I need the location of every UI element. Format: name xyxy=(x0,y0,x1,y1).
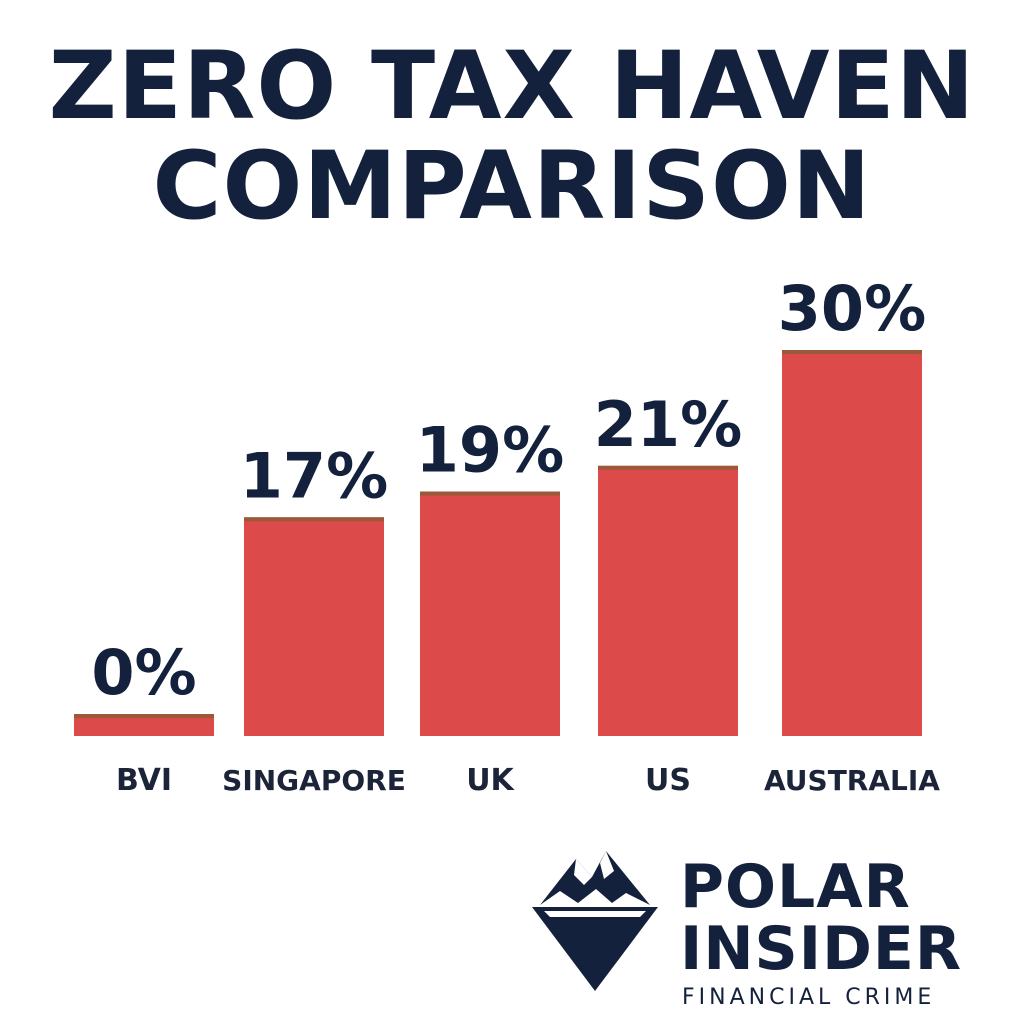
brand-logo: POLAR INSIDER FINANCIAL CRIME xyxy=(530,845,1000,1015)
bar-cap-bvi xyxy=(74,714,214,718)
category-label-bvi: BVI xyxy=(116,763,172,798)
brand-tagline: FINANCIAL CRIME xyxy=(682,985,936,1010)
bar-chart: 0% BVI 17% SINGAPORE 19% UK 21% US 30% AUSTRALIA xyxy=(74,272,940,798)
category-label-us: US xyxy=(645,763,691,798)
value-label-australia: 30% xyxy=(778,272,926,345)
value-label-us: 21% xyxy=(594,388,742,461)
brand-name-line-2: INSIDER xyxy=(680,914,963,984)
bar-cap-us xyxy=(598,465,738,470)
bar-cap-singapore xyxy=(244,517,384,522)
value-label-bvi: 0% xyxy=(91,636,196,709)
bar-uk xyxy=(420,491,560,736)
bar-cap-australia xyxy=(782,350,922,354)
bar-singapore xyxy=(244,517,384,736)
bar-australia xyxy=(782,350,922,736)
category-label-singapore: SINGAPORE xyxy=(222,764,406,797)
value-label-singapore: 17% xyxy=(240,439,388,512)
iceberg-icon xyxy=(532,851,658,991)
bar-bvi xyxy=(74,714,214,736)
category-label-australia: AUSTRALIA xyxy=(764,764,940,797)
brand-name-line-1: POLAR xyxy=(680,852,911,922)
chart-title-line-2: COMPARISON xyxy=(152,132,872,241)
bar-us xyxy=(598,465,738,736)
chart-title-line-1: ZERO TAX HAVEN xyxy=(48,32,976,141)
bar-cap-uk xyxy=(420,491,560,496)
value-label-uk: 19% xyxy=(416,414,564,487)
category-label-uk: UK xyxy=(466,763,515,798)
